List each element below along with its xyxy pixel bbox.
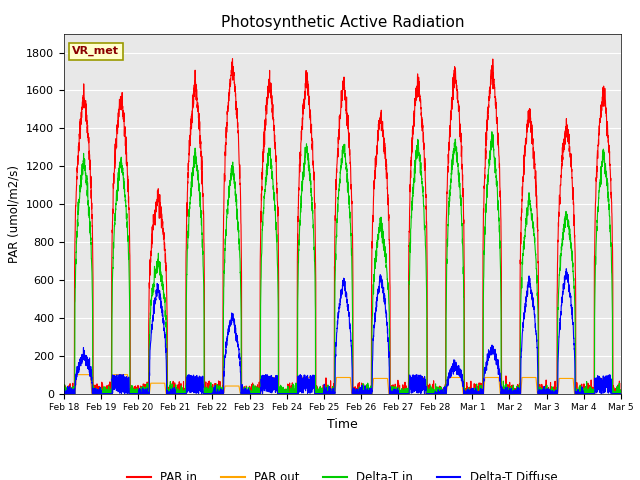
PAR in: [161, 241, 168, 247]
PAR out: [161, 380, 168, 386]
Delta-T Diffuse: [60, 391, 68, 396]
Line: Delta-T Diffuse: Delta-T Diffuse: [64, 269, 621, 394]
PAR in: [499, 384, 507, 390]
Legend: PAR in, PAR out, Delta-T in, Delta-T Diffuse: PAR in, PAR out, Delta-T in, Delta-T Dif…: [123, 466, 562, 480]
Delta-T in: [616, 391, 624, 396]
Delta-T in: [499, 391, 507, 396]
Text: VR_met: VR_met: [72, 46, 119, 57]
PAR out: [617, 391, 625, 396]
Delta-T in: [322, 391, 330, 396]
PAR in: [60, 383, 68, 389]
Delta-T Diffuse: [499, 389, 506, 395]
Delta-T in: [60, 391, 68, 396]
Delta-T in: [436, 386, 444, 392]
X-axis label: Time: Time: [327, 418, 358, 431]
Delta-T Diffuse: [436, 391, 444, 396]
PAR in: [436, 385, 444, 391]
Delta-T in: [488, 129, 496, 134]
Delta-T Diffuse: [616, 391, 624, 396]
PAR out: [73, 372, 81, 378]
Delta-T in: [617, 389, 625, 395]
PAR in: [322, 383, 330, 389]
PAR in: [228, 56, 236, 61]
PAR out: [60, 391, 68, 396]
Delta-T Diffuse: [160, 326, 168, 332]
PAR out: [467, 391, 475, 396]
Delta-T in: [467, 390, 475, 396]
Y-axis label: PAR (umol/m2/s): PAR (umol/m2/s): [8, 165, 20, 263]
PAR in: [617, 388, 625, 394]
PAR in: [468, 391, 476, 396]
PAR out: [436, 391, 444, 396]
Delta-T in: [160, 295, 168, 300]
Title: Photosynthetic Active Radiation: Photosynthetic Active Radiation: [221, 15, 464, 30]
PAR out: [616, 391, 624, 396]
PAR in: [60, 391, 68, 396]
Delta-T Diffuse: [563, 266, 570, 272]
PAR in: [616, 391, 624, 396]
Delta-T Diffuse: [617, 391, 625, 396]
Delta-T Diffuse: [322, 391, 330, 396]
PAR out: [322, 391, 330, 396]
Delta-T Diffuse: [467, 390, 475, 396]
Line: PAR in: PAR in: [64, 59, 621, 394]
Line: PAR out: PAR out: [64, 375, 621, 394]
Line: Delta-T in: Delta-T in: [64, 132, 621, 394]
PAR out: [499, 391, 507, 396]
